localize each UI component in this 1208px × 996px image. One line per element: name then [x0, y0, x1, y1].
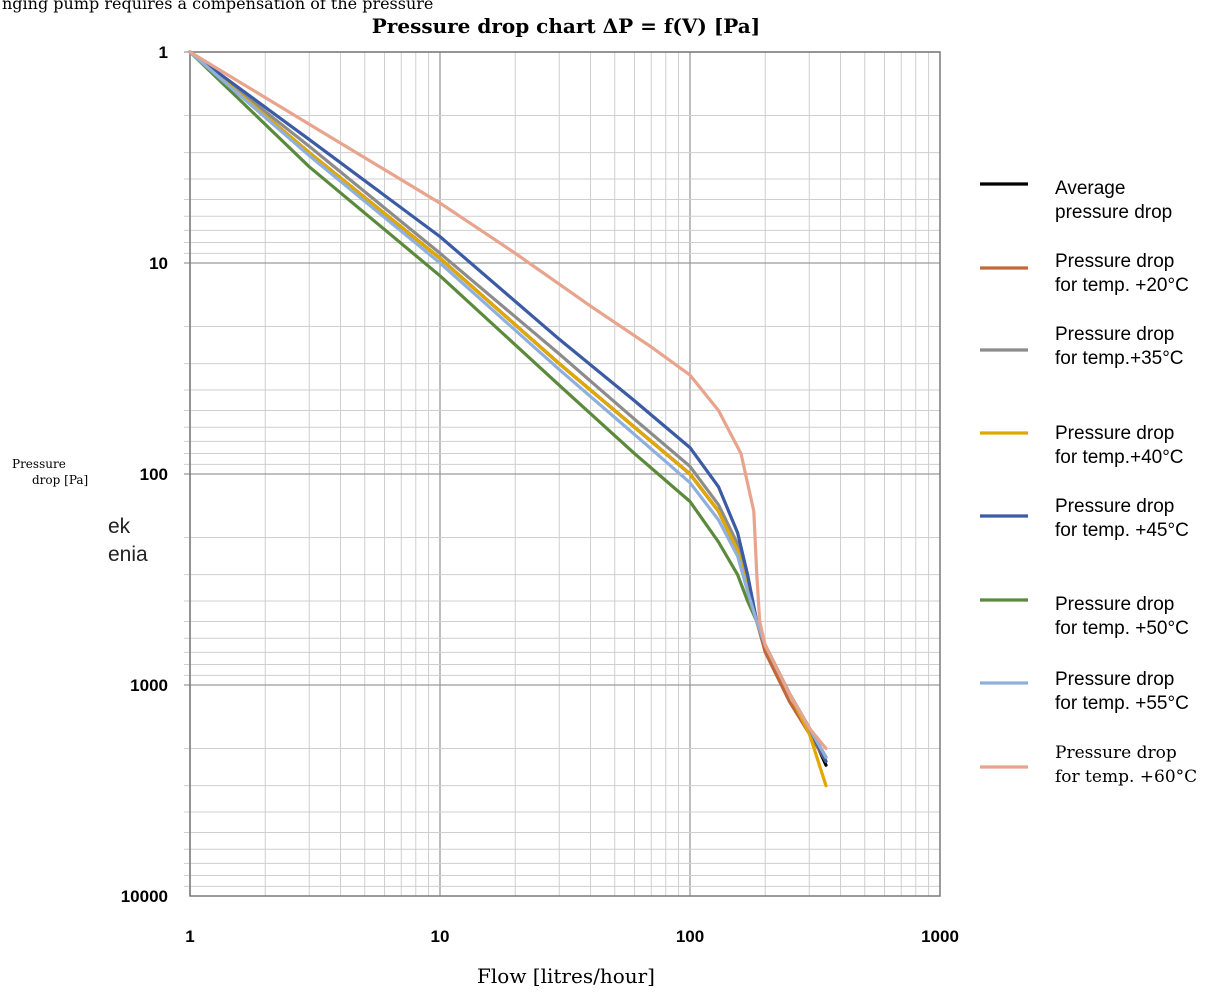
chart-title: Pressure drop chart ΔP = f(V) [Pa] — [372, 14, 760, 38]
legend-label-4: for temp.+40°C — [1055, 447, 1184, 468]
legend-label-4: Pressure drop — [1055, 423, 1174, 444]
y-axis-artifact-line2: enia — [108, 543, 148, 566]
plot-grid — [184, 51, 940, 896]
y-tick-labels: 1 10 100 1000 10000 — [121, 43, 168, 906]
series-line-1 — [188, 50, 828, 767]
series-line-8 — [188, 50, 828, 751]
legend-label-7: for temp. +55°C — [1055, 693, 1189, 714]
legend: Average pressure drop Pressure drop for tem… — [980, 178, 1197, 787]
legend-label-3: for temp.+35°C — [1055, 348, 1184, 369]
legend-label-1: pressure drop — [1055, 202, 1172, 223]
series-line-6 — [188, 50, 828, 759]
legend-label-5: for temp. +45°C — [1055, 520, 1189, 541]
legend-label-5: Pressure drop — [1055, 496, 1174, 517]
legend-label-2: for temp. +20°C — [1055, 275, 1189, 296]
legend-label-8: for temp. +60°C — [1055, 767, 1197, 787]
x-tick-label: 1000 — [921, 927, 959, 946]
x-tick-label: 10 — [431, 927, 450, 946]
series-line-2 — [188, 50, 828, 763]
legend-label-6: for temp. +50°C — [1055, 618, 1189, 639]
series-layer — [188, 50, 828, 788]
y-axis-label-line2: drop [Pa] — [32, 473, 88, 487]
legend-label-8: Pressure drop — [1055, 743, 1177, 763]
x-tick-label: 1 — [185, 927, 194, 946]
y-tick-label: 10000 — [121, 887, 168, 906]
x-tick-label: 100 — [676, 927, 704, 946]
y-tick-label: 10 — [149, 254, 168, 273]
legend-label-7: Pressure drop — [1055, 669, 1174, 690]
x-axis-label: Flow [litres/hour] — [477, 964, 655, 988]
y-axis-artifact-line1: ek — [108, 515, 131, 538]
legend-label-6: Pressure drop — [1055, 594, 1174, 615]
y-tick-label: 1000 — [130, 676, 168, 695]
series-line-3 — [188, 50, 828, 759]
plot-frame — [189, 51, 941, 897]
cropped-header-text: nging pump requires a compensation of th… — [2, 0, 433, 13]
legend-label-3: Pressure drop — [1055, 324, 1174, 345]
y-tick-label: 100 — [140, 465, 168, 484]
series-line-7 — [188, 50, 828, 759]
legend-label-1: Average — [1055, 178, 1125, 199]
y-axis-label-line1: Pressure — [12, 457, 66, 471]
x-tick-labels: 1 10 100 1000 — [185, 927, 959, 946]
series-line-5 — [188, 50, 828, 763]
y-tick-label: 1 — [159, 43, 168, 62]
legend-label-2: Pressure drop — [1055, 251, 1174, 272]
